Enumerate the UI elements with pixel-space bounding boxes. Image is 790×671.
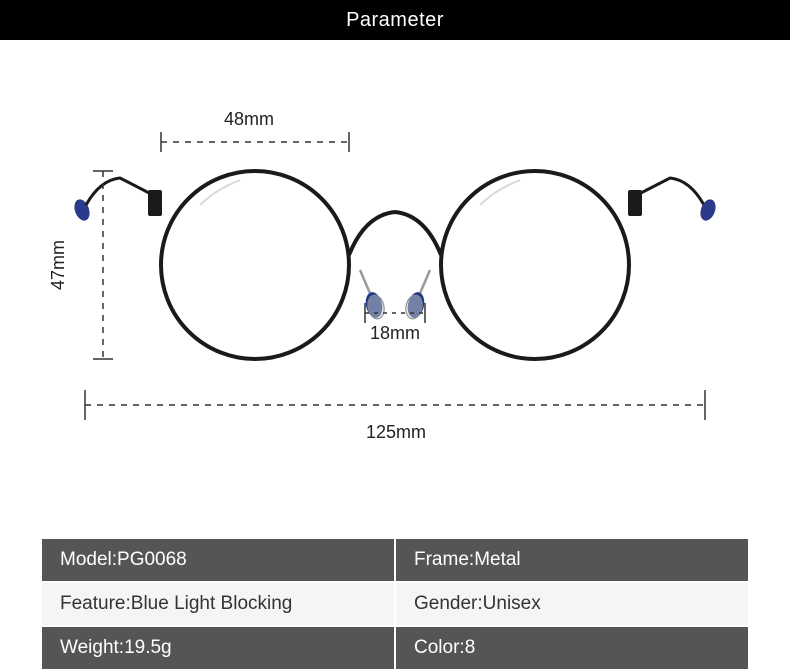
- gender-label: Gender:: [414, 593, 483, 614]
- color-value: 8: [465, 637, 476, 658]
- color-label: Color:: [414, 637, 465, 658]
- feature-value: Blue Light Blocking: [131, 593, 293, 614]
- weight-label: Weight:: [60, 637, 124, 658]
- frame-label: Frame:: [414, 549, 474, 570]
- model-value: PG0068: [117, 549, 187, 570]
- table-row: Feature:Blue Light Blocking Gender:Unise…: [42, 583, 748, 625]
- total-width-label: 125mm: [366, 422, 426, 443]
- bridge-width-label: 18mm: [370, 323, 420, 344]
- spec-table: Model:PG0068 Frame:Metal Feature:Blue Li…: [40, 537, 750, 671]
- feature-label: Feature:: [60, 593, 131, 614]
- table-row: Model:PG0068 Frame:Metal: [42, 539, 748, 581]
- model-label: Model:: [60, 549, 117, 570]
- gender-value: Unisex: [483, 593, 541, 614]
- glasses-diagram: 48mm 47mm 18mm 125mm: [0, 40, 790, 490]
- lens-width-label: 48mm: [224, 109, 274, 130]
- header-bar: Parameter: [0, 0, 790, 40]
- frame-value: Metal: [474, 549, 520, 570]
- weight-value: 19.5g: [124, 637, 172, 658]
- lens-height-label: 47mm: [48, 240, 69, 290]
- header-title: Parameter: [346, 9, 444, 32]
- table-row: Weight:19.5g Color:8: [42, 627, 748, 669]
